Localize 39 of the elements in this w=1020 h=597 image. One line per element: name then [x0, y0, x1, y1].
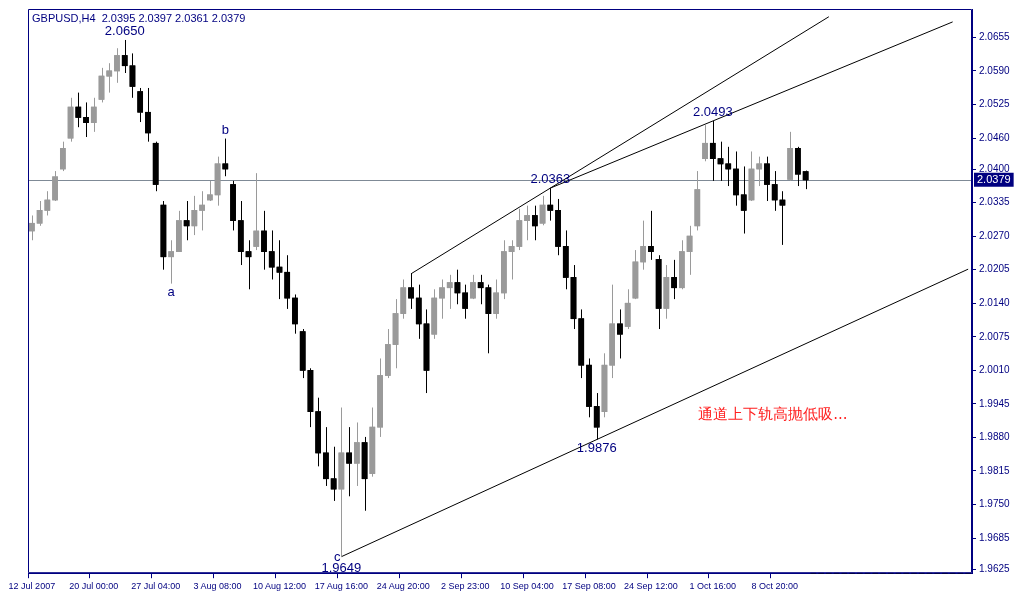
annotation: a	[167, 283, 176, 299]
y-tick-label: 2.0400	[979, 162, 1011, 174]
annotation: 2.0650	[104, 23, 145, 39]
annotation: b	[221, 121, 229, 137]
y-tick-label: 2.0525	[979, 98, 1011, 110]
x-tick-label: 27 Jul 04:00	[131, 581, 181, 592]
y-tick-label: 1.9880	[979, 431, 1011, 443]
annotation: c	[333, 548, 341, 564]
x-tick-label: 10 Aug 12:00	[252, 581, 307, 592]
y-tick-label: 2.0590	[979, 64, 1011, 76]
y-tick-label: 1.9815	[979, 464, 1011, 476]
y-tick-label: 2.0655	[979, 31, 1011, 43]
x-tick-label: 2 Sep 23:00	[440, 581, 490, 592]
chart-title: GBPUSD,H4 2.0395 2.0397 2.0361 2.0379	[32, 11, 246, 24]
x-tick-label: 24 Sep 12:00	[624, 581, 678, 592]
ref-line-label: 2.0379	[977, 172, 1011, 185]
y-tick-label: 2.0010	[979, 364, 1011, 376]
y-tick-label: 2.0460	[979, 131, 1011, 143]
y-tick-label: 2.0075	[979, 330, 1011, 342]
y-tick-label: 2.0140	[979, 296, 1011, 308]
x-tick-label: 8 Oct 20:00	[751, 581, 798, 592]
y-tick-label: 1.9685	[979, 531, 1011, 543]
x-tick-label: 3 Aug 08:00	[193, 581, 242, 592]
annotation: 2.0493	[692, 104, 733, 120]
annotation: 通道上下轨高抛低吸...	[698, 405, 848, 424]
x-tick-label: 24 Aug 20:00	[376, 581, 430, 592]
x-tick-label: 1 Oct 16:00	[689, 581, 737, 592]
x-tick-label: 12 Jul 2007	[8, 581, 56, 592]
y-tick-label: 1.9750	[979, 498, 1011, 510]
y-tick-label: 2.0270	[979, 229, 1011, 241]
x-tick-label: 20 Jul 00:00	[69, 581, 119, 592]
y-tick-label: 1.9945	[979, 397, 1011, 409]
y-tick-label: 2.0335	[979, 196, 1011, 208]
annotation: 1.9876	[576, 439, 617, 455]
y-tick-label: 1.9625	[979, 562, 1011, 574]
x-tick-label: 17 Aug 16:00	[314, 581, 368, 592]
x-tick-label: 10 Sep 04:00	[500, 581, 554, 592]
y-tick-label: 2.0205	[979, 263, 1011, 275]
x-tick-label: 17 Sep 08:00	[562, 581, 616, 592]
